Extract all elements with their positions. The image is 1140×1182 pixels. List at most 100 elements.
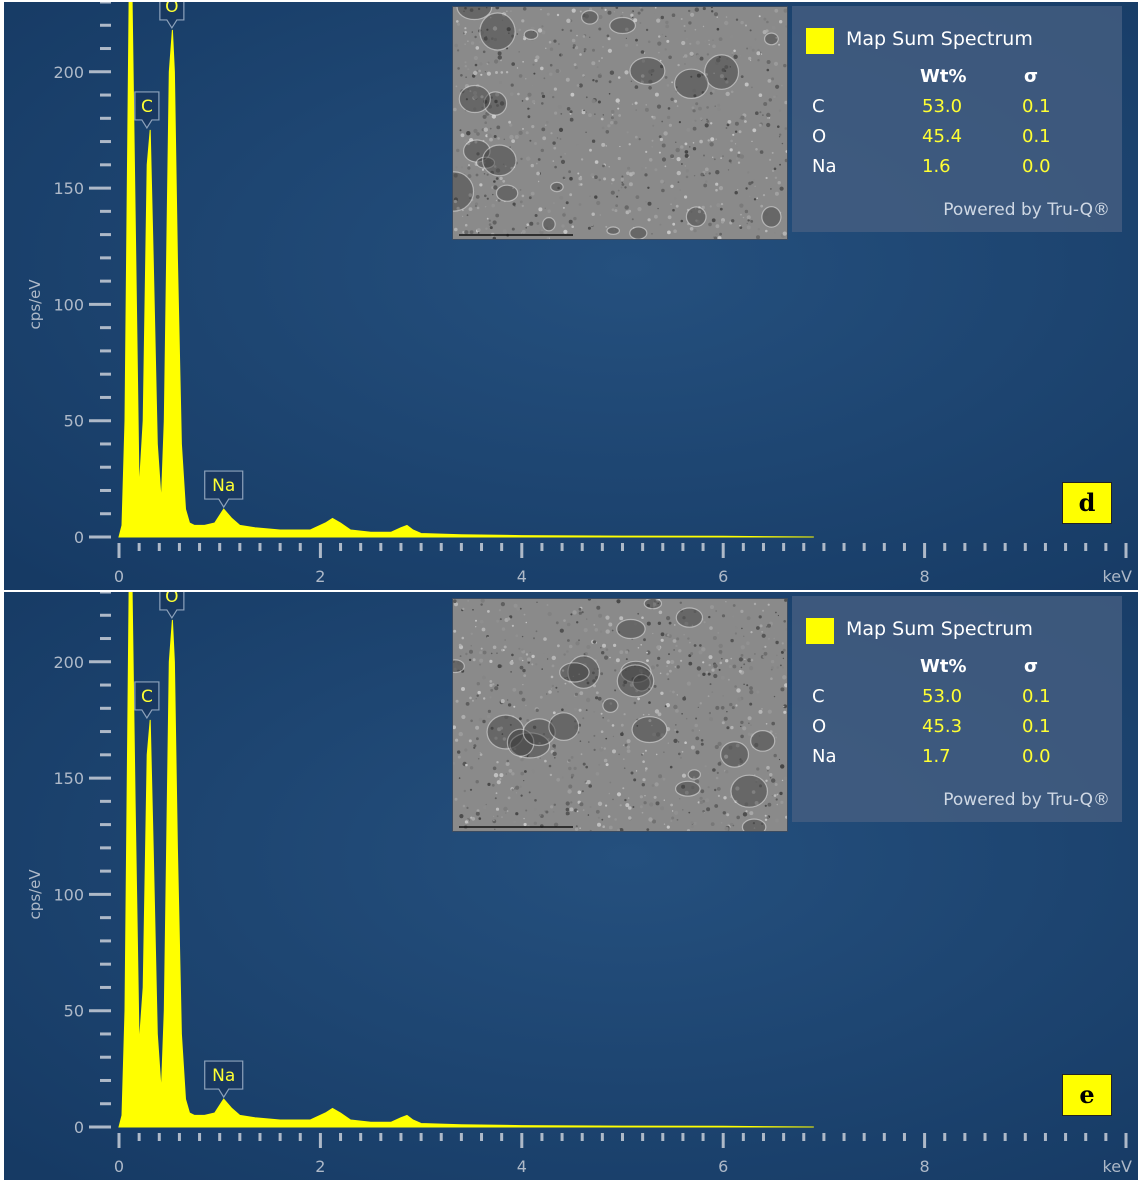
sem-grain bbox=[695, 102, 699, 106]
sem-grain bbox=[678, 752, 681, 756]
sem-grain bbox=[480, 30, 484, 35]
sem-grain bbox=[676, 665, 680, 669]
sem-grain bbox=[750, 724, 752, 726]
sem-grain bbox=[499, 773, 504, 778]
sem-grain bbox=[642, 778, 646, 782]
sem-grain bbox=[479, 619, 484, 624]
sem-grain bbox=[752, 822, 755, 825]
sem-grain bbox=[660, 806, 665, 811]
sem-grain bbox=[631, 11, 633, 14]
sem-grain bbox=[583, 109, 585, 112]
sem-grain bbox=[695, 54, 701, 59]
sem-grain bbox=[651, 146, 653, 148]
sem-grain bbox=[482, 675, 486, 680]
sem-grain bbox=[732, 615, 735, 618]
sem-grain bbox=[708, 172, 711, 175]
sem-grain bbox=[508, 769, 513, 773]
sem-grain bbox=[673, 738, 678, 743]
sem-grain bbox=[654, 7, 657, 9]
sem-grain bbox=[750, 181, 754, 184]
sem-grain bbox=[698, 106, 702, 111]
sem-grain bbox=[574, 720, 577, 723]
sem-grain bbox=[557, 691, 559, 693]
sem-grain bbox=[643, 638, 646, 642]
sem-grain bbox=[512, 202, 516, 206]
sem-grain bbox=[586, 618, 588, 620]
sem-grain bbox=[775, 36, 778, 39]
sem-grain bbox=[641, 59, 646, 63]
sem-grain bbox=[740, 645, 745, 650]
sem-grain bbox=[496, 684, 499, 687]
sem-grain bbox=[715, 182, 719, 186]
y-tick-label: 150 bbox=[53, 179, 84, 198]
sem-grain bbox=[708, 615, 711, 619]
sem-grain bbox=[666, 665, 668, 667]
sem-grain bbox=[567, 789, 572, 794]
sem-grain bbox=[546, 693, 548, 695]
sem-grain bbox=[702, 672, 706, 676]
sem-grain bbox=[725, 770, 729, 774]
sem-grain bbox=[676, 105, 679, 107]
sem-grain bbox=[698, 729, 701, 731]
peak-label-marker bbox=[159, 2, 185, 30]
sem-grain bbox=[501, 816, 503, 818]
sem-grain bbox=[483, 173, 486, 175]
sem-grain bbox=[704, 172, 707, 175]
sem-grain bbox=[585, 131, 587, 134]
sem-grain bbox=[454, 797, 458, 801]
sem-grain bbox=[740, 213, 742, 216]
sem-grain bbox=[704, 123, 709, 128]
sem-grain bbox=[736, 688, 741, 693]
sem-grain bbox=[639, 805, 643, 809]
sem-grain bbox=[576, 84, 580, 87]
sem-grain bbox=[493, 773, 499, 778]
sem-grain bbox=[509, 92, 514, 96]
row-sigma: 0.0 bbox=[1022, 156, 1051, 177]
sem-grain bbox=[608, 80, 612, 84]
sem-grain bbox=[476, 70, 478, 72]
sem-grain bbox=[705, 670, 709, 674]
sem-grain bbox=[569, 807, 574, 812]
sem-grain bbox=[768, 98, 772, 102]
sem-grain bbox=[734, 685, 737, 688]
sem-grain bbox=[559, 671, 563, 674]
sem-grain bbox=[497, 51, 502, 56]
sem-grain bbox=[626, 749, 631, 753]
sem-grain bbox=[621, 175, 624, 178]
sem-grain bbox=[489, 680, 493, 683]
legend-swatch bbox=[806, 28, 834, 54]
sem-grain bbox=[622, 787, 625, 790]
peak-label-marker bbox=[204, 1060, 244, 1099]
x-tick-label: 8 bbox=[920, 567, 930, 586]
sem-grain bbox=[479, 62, 483, 66]
sem-grain bbox=[747, 171, 750, 174]
sem-grain bbox=[544, 124, 547, 127]
sem-grain bbox=[496, 125, 501, 130]
sem-grain bbox=[460, 133, 465, 138]
sem-grain bbox=[693, 644, 697, 647]
sem-grain bbox=[734, 121, 739, 126]
sem-grain bbox=[554, 165, 557, 169]
sem-grain bbox=[493, 819, 495, 822]
sem-grain bbox=[632, 16, 634, 18]
y-axis-label: cps/eV bbox=[26, 869, 44, 920]
sem-grain bbox=[520, 157, 523, 161]
row-wt: 45.3 bbox=[922, 716, 963, 737]
sem-grain bbox=[522, 61, 524, 63]
sem-grain bbox=[778, 136, 781, 138]
sem-grain bbox=[515, 785, 520, 790]
sem-grain bbox=[569, 193, 573, 197]
sem-grain bbox=[556, 13, 560, 17]
sem-grain bbox=[568, 644, 573, 649]
sem-grain bbox=[531, 654, 535, 659]
row-element: O bbox=[812, 126, 827, 147]
sem-grain bbox=[563, 653, 566, 656]
sem-grain bbox=[487, 133, 492, 138]
sem-grain bbox=[583, 653, 586, 656]
sem-grain bbox=[608, 792, 611, 795]
sem-grain bbox=[725, 127, 728, 129]
sem-grain bbox=[784, 683, 787, 688]
sem-grain bbox=[781, 142, 784, 145]
sem-grain bbox=[594, 175, 598, 180]
sem-grain bbox=[668, 621, 672, 625]
